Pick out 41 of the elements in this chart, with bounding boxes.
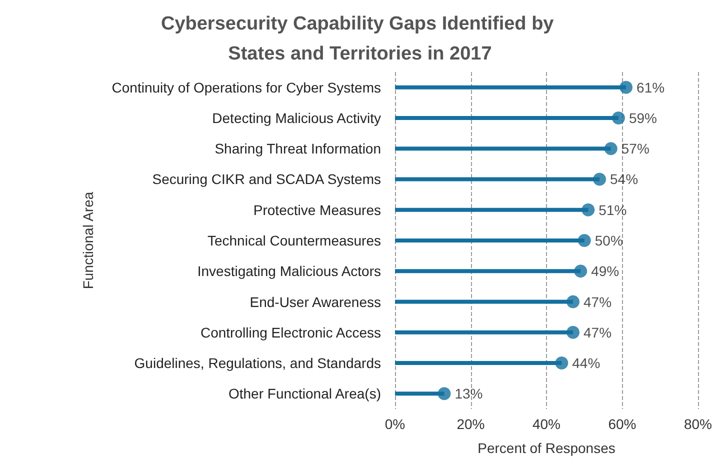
point	[555, 356, 568, 370]
y-axis-title: Functional Area	[80, 192, 96, 290]
chart-title: Cybersecurity Capability Gaps Identified by States and Territories in 2017	[160, 14, 560, 64]
point	[620, 80, 633, 94]
data-label: 61%	[636, 79, 665, 96]
point	[582, 203, 595, 216]
x-tick-label: 60%	[608, 416, 636, 432]
point	[574, 264, 588, 278]
y-tick-label: Sharing Threat Information	[214, 140, 381, 157]
point	[438, 387, 451, 400]
point	[578, 234, 591, 247]
y-tick-label: Technical Countermeasures	[207, 232, 381, 248]
data-label: 59%	[628, 110, 657, 126]
y-tick-label: Guidelines, Regulations, and Standards	[134, 355, 381, 372]
point	[593, 172, 606, 186]
data-label: 54%	[610, 171, 638, 188]
x-tick-label: 0%	[384, 416, 406, 432]
y-tick-label: Securing CIKR and SCADA Systems	[152, 171, 381, 188]
point	[566, 326, 580, 339]
data-label: 13%	[454, 386, 483, 402]
data-label: 50%	[594, 232, 623, 248]
data-label: 57%	[621, 140, 650, 157]
y-tick-label: Continuity of Operations for Cyber Systems	[112, 79, 381, 96]
point	[604, 142, 618, 156]
data-label: 51%	[598, 202, 627, 218]
y-tick-label: Controlling Electronic Access	[200, 324, 381, 340]
y-tick-label: End-User Awareness	[250, 294, 381, 310]
y-tick-label: Investigating Malicious Actors	[197, 263, 381, 280]
data-label: 49%	[591, 263, 620, 280]
data-label: 47%	[584, 324, 612, 340]
x-tick-label: 80%	[684, 416, 712, 432]
y-tick-label: Other Functional Area(s)	[228, 386, 381, 402]
x-tick-label: 40%	[532, 416, 561, 432]
point	[566, 295, 580, 308]
data-label: 47%	[584, 294, 612, 310]
x-axis-title: Percent of Responses	[478, 440, 616, 456]
data-label: 44%	[572, 355, 600, 372]
y-tick-label: Detecting Malicious Activity	[212, 110, 381, 126]
point	[612, 111, 625, 124]
x-tick-label: 20%	[456, 416, 485, 432]
y-tick-label: Protective Measures	[253, 202, 381, 218]
